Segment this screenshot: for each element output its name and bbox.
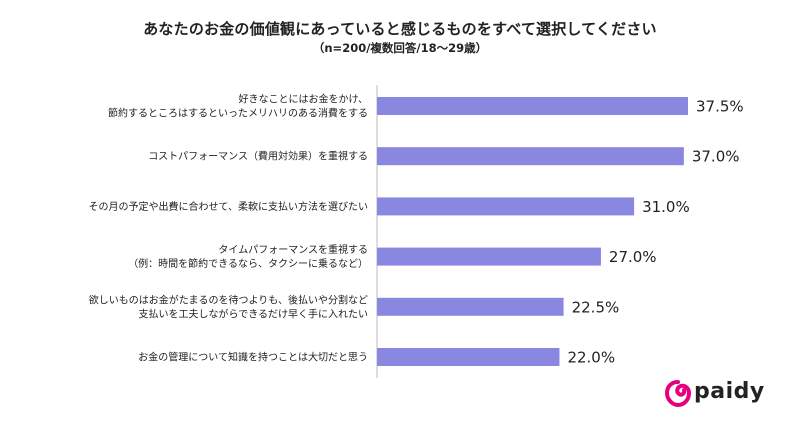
chart-subtitle: （n=200/複数回答/18〜29歳） [312, 41, 488, 55]
bar-value-label: 37.5% [696, 98, 744, 116]
bar [377, 297, 564, 316]
category-label: お金の管理について知識を持つことは大切だと思う [138, 351, 368, 364]
bar-value-label: 37.0% [692, 148, 740, 166]
category-label: 好きなことにはお金をかけ、節約するところはするといったメリハリのある消費をする [108, 93, 368, 120]
bar [377, 247, 601, 266]
chart-title: あなたのお金の価値観にあっていると感じるものをすべて選択してください [143, 20, 657, 38]
category-label-line: 好きなことにはお金をかけ、 [239, 93, 369, 106]
category-label: コストパフォーマンス（費用対効果）を重視する [148, 150, 368, 163]
bar [377, 147, 684, 166]
category-label-line: （例：時間を節約できるなら、タクシーに乗るなど） [128, 257, 368, 270]
category-label-line: 欲しいものはお金がたまるのを待つよりも、後払いや分割など [89, 293, 368, 306]
category-label: タイムパフォーマンスを重視する（例：時間を節約できるなら、タクシーに乗るなど） [128, 243, 368, 270]
paidy-logo-icon [664, 380, 692, 408]
bar [377, 348, 560, 366]
category-label-line: 支払いを工夫しながらできるだけ早く手に入れたい [139, 307, 369, 320]
bar [377, 197, 635, 216]
category-label-line: 節約するところはするといったメリハリのある消費をする [108, 107, 368, 120]
paidy-logo-text: paidy [694, 379, 765, 404]
category-label: 欲しいものはお金がたまるのを待つよりも、後払いや分割など支払いを工夫しながらでき… [89, 293, 368, 320]
category-label-line: その月の予定や出費に合わせて、柔軟に支払い方法を選びたい [89, 200, 369, 213]
bar-value-label: 22.0% [567, 349, 615, 367]
category-label-line: タイムパフォーマンスを重視する [218, 243, 368, 256]
bar-value-label: 22.5% [572, 298, 620, 316]
bar-value-label: 27.0% [609, 248, 657, 266]
bar-value-label: 31.0% [642, 198, 690, 216]
category-label-line: お金の管理について知識を持つことは大切だと思う [138, 351, 368, 364]
category-label: その月の予定や出費に合わせて、柔軟に支払い方法を選びたい [89, 200, 369, 213]
paidy-logo: paidy [664, 378, 769, 410]
category-label-line: コストパフォーマンス（費用対効果）を重視する [148, 150, 368, 163]
bar [377, 97, 688, 115]
